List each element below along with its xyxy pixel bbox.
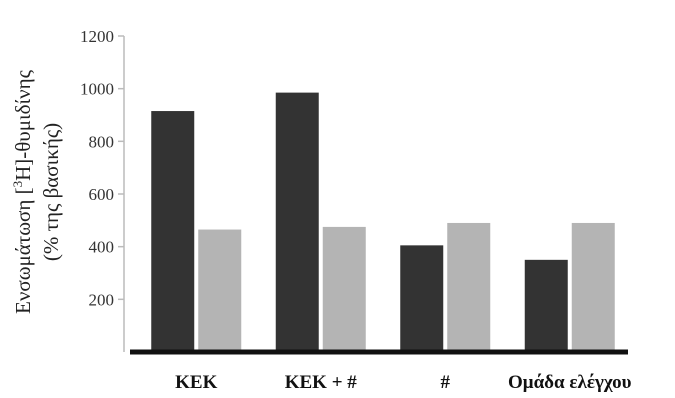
bar-series2-cat4 [571,222,615,352]
x-axis-labels: ΚΕΚ ΚΕΚ + # # Ομάδα ελέγχου [175,372,631,393]
y-tick-label: 200 [89,290,115,309]
x-category-label: Ομάδα ελέγχου [508,372,632,393]
y-axis-title: Ενσωμάτωση [3H]-θυμιδίνης (% της βασικής… [10,69,63,314]
bar-series2-cat1 [198,229,242,352]
bar-series1-cat2 [275,92,319,352]
bar-series1-cat1 [151,111,195,352]
bars [151,92,615,352]
bar-series2-cat3 [447,222,491,352]
y-tick-label: 1200 [80,27,114,46]
y-tick-label: 600 [89,185,115,204]
y-axis: 200 400 600 800 1000 1200 [80,27,125,352]
x-category-label: ΚΕΚ [175,372,217,393]
bar-series2-cat2 [322,226,366,352]
y-axis-title-line1: Ενσωμάτωση [3H]-θυμιδίνης [10,69,35,314]
y-tick-label: 400 [89,238,115,257]
x-category-label: # [441,372,451,393]
y-tick-label: 800 [89,132,115,151]
y-tick-label: 1000 [80,80,114,99]
y-axis-title-line2: (% της βασικής) [39,123,63,261]
bar-series1-cat4 [524,259,568,352]
bar-series1-cat3 [400,245,444,352]
x-category-label: ΚΕΚ + # [285,372,358,393]
